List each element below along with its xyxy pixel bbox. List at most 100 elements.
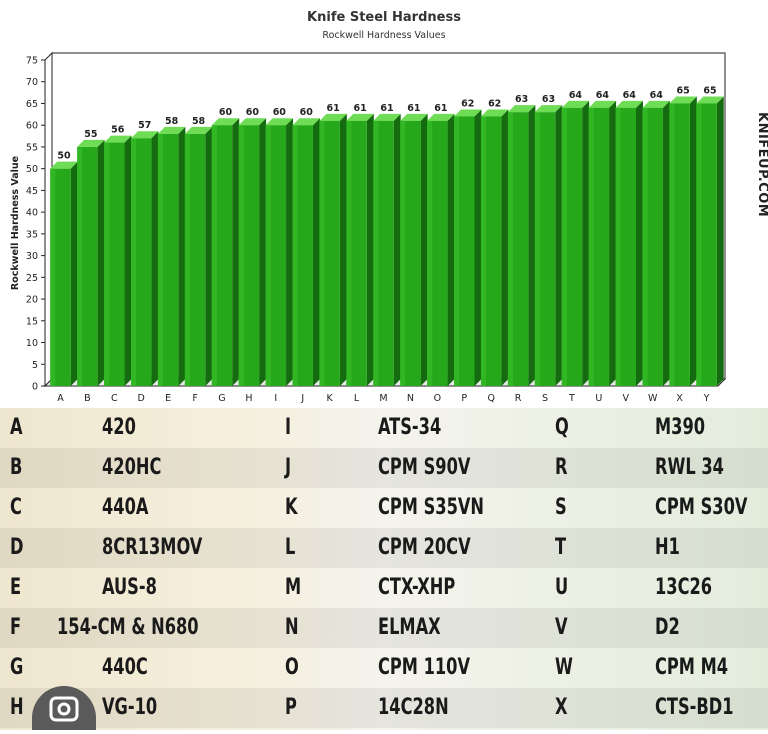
legend-steel: CPM S90V bbox=[378, 455, 471, 480]
bar-highlight bbox=[561, 107, 567, 387]
chart-area: Knife Steel Hardness Rockwell Hardness Va… bbox=[10, 10, 768, 404]
legend-table: A 420 B 420HC C 440A D 8CR13MOV E AUS-8 F 154-CM & … bbox=[0, 408, 768, 730]
legend-letter: M bbox=[285, 575, 302, 600]
bar-highlight bbox=[50, 168, 56, 386]
bar-top bbox=[104, 135, 132, 143]
bar-highlight bbox=[669, 103, 675, 386]
y-tick-label: 45 bbox=[26, 186, 38, 197]
bar-M bbox=[373, 113, 401, 386]
legend-letter: O bbox=[285, 655, 299, 680]
data-label: 60 bbox=[246, 107, 260, 118]
legend-letter: R bbox=[555, 455, 568, 480]
bar-highlight bbox=[77, 146, 83, 386]
x-tick-label: O bbox=[434, 393, 441, 404]
data-label: 57 bbox=[138, 120, 151, 131]
bar-I bbox=[265, 118, 294, 386]
bar-highlight bbox=[265, 125, 271, 386]
legend-steel: CTS-BD1 bbox=[655, 695, 734, 720]
bar-highlight bbox=[130, 138, 137, 386]
bar-top bbox=[184, 126, 213, 134]
bar-highlight bbox=[346, 120, 352, 386]
data-label: 60 bbox=[273, 107, 287, 118]
data-label: 56 bbox=[111, 125, 125, 136]
bar-top bbox=[669, 96, 697, 104]
legend-steel: AUS-8 bbox=[102, 575, 157, 600]
legend-steel: VG-10 bbox=[102, 695, 158, 720]
legend-letter: A bbox=[10, 415, 23, 440]
bar-top bbox=[696, 96, 724, 104]
legend-steel: 13C26 bbox=[655, 575, 713, 600]
bar-X bbox=[669, 96, 697, 386]
legend-row bbox=[0, 608, 768, 648]
x-tick-label: D bbox=[138, 393, 145, 404]
legend-steel: M390 bbox=[655, 415, 706, 440]
legend-steel: ATS-34 bbox=[378, 415, 442, 440]
y-tick-label: 70 bbox=[26, 77, 38, 88]
bar-D bbox=[130, 131, 159, 386]
x-tick-label: V bbox=[623, 393, 630, 404]
bar-highlight bbox=[104, 142, 110, 386]
bar-side bbox=[259, 118, 267, 386]
bar-K bbox=[319, 113, 347, 386]
bar-top bbox=[454, 109, 482, 117]
bar-W bbox=[642, 100, 670, 387]
legend-letter: D bbox=[10, 535, 24, 560]
bar-R bbox=[507, 105, 536, 386]
bar-highlight bbox=[157, 133, 164, 386]
bar-top bbox=[157, 126, 186, 134]
legend-steel: 420HC bbox=[102, 455, 162, 480]
bar-Q bbox=[480, 109, 509, 387]
bar-F bbox=[184, 126, 213, 386]
legend-letter: U bbox=[555, 575, 569, 600]
data-label: 55 bbox=[84, 129, 97, 140]
y-tick-label: 5 bbox=[32, 360, 38, 371]
bar-side bbox=[582, 100, 590, 387]
bar-highlight bbox=[480, 116, 487, 387]
bar-highlight bbox=[211, 125, 217, 386]
y-axis-label: Rockwell Hardness Value bbox=[10, 156, 21, 290]
legend-steel: CPM M4 bbox=[655, 655, 729, 680]
legend-steel: 14C28N bbox=[378, 695, 449, 720]
bar-Y bbox=[696, 96, 724, 386]
bar-highlight bbox=[642, 107, 648, 387]
bar-C bbox=[104, 135, 132, 386]
y-tick-label: 40 bbox=[26, 208, 38, 219]
bar-N bbox=[400, 113, 428, 386]
data-label: 64 bbox=[569, 90, 583, 101]
x-tick-label: B bbox=[84, 393, 91, 404]
bar-top bbox=[480, 109, 509, 117]
bar-side bbox=[609, 100, 617, 387]
legend-letter: F bbox=[10, 615, 22, 640]
lens-glyph bbox=[49, 696, 79, 722]
x-tick-label: R bbox=[515, 393, 522, 404]
bar-side bbox=[124, 135, 132, 386]
bar-highlight bbox=[373, 120, 379, 386]
legend-letter: C bbox=[10, 495, 22, 520]
data-label: 58 bbox=[192, 116, 206, 127]
data-label: 61 bbox=[327, 103, 340, 114]
x-tick-label: F bbox=[192, 393, 197, 404]
y-tick-label: 75 bbox=[26, 56, 38, 67]
bar-top bbox=[588, 100, 617, 108]
data-label: 62 bbox=[488, 99, 501, 110]
data-label: 60 bbox=[300, 107, 314, 118]
bar-B bbox=[77, 139, 105, 386]
legend-row bbox=[0, 688, 768, 728]
bar-side bbox=[286, 118, 294, 386]
bar-top bbox=[346, 113, 374, 121]
bar-side bbox=[151, 131, 159, 386]
data-label: 61 bbox=[353, 103, 366, 114]
bar-top bbox=[211, 118, 240, 126]
bar-side bbox=[312, 118, 320, 386]
lens-icon[interactable] bbox=[32, 686, 96, 730]
bar-top bbox=[130, 131, 159, 139]
y-tick-label: 15 bbox=[26, 316, 38, 327]
x-tick-label: A bbox=[57, 393, 64, 404]
bar-top bbox=[615, 100, 644, 108]
y-tick-label: 0 bbox=[32, 382, 38, 393]
data-label: 63 bbox=[515, 94, 528, 105]
bar-side bbox=[393, 113, 401, 386]
bar-side bbox=[366, 113, 374, 386]
x-tick-label: G bbox=[218, 393, 225, 404]
x-tick-label: T bbox=[568, 393, 575, 404]
